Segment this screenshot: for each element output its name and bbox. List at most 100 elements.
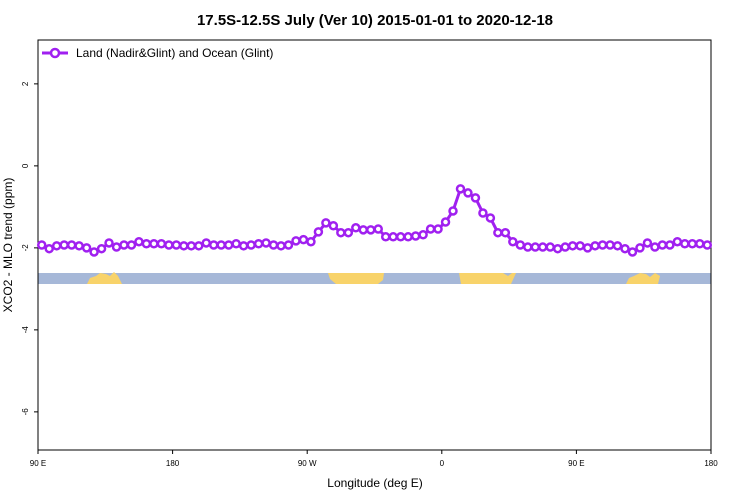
x-tick-label: 90 E [30, 459, 46, 468]
data-point [448, 206, 458, 216]
data-point [560, 242, 570, 252]
data-point [351, 223, 361, 233]
data-point [111, 242, 122, 252]
data-point [470, 193, 481, 203]
data-point [366, 225, 376, 235]
data-point [627, 247, 638, 257]
data-point [119, 240, 129, 250]
data-point [650, 242, 660, 252]
data-point [590, 241, 600, 251]
data-point [36, 240, 47, 250]
data-point [672, 236, 683, 247]
data-point [695, 239, 705, 249]
data-point [343, 227, 354, 238]
data-point [515, 240, 526, 250]
data-point [463, 188, 473, 198]
data-point [44, 243, 54, 254]
data-point [171, 240, 182, 250]
data-point [567, 241, 578, 251]
data-point [358, 225, 369, 235]
data-point [552, 243, 563, 254]
data-point [455, 184, 466, 194]
data-point [291, 236, 301, 246]
data-point [508, 236, 518, 247]
data-point [478, 208, 488, 218]
data-point [620, 243, 630, 254]
data-point [89, 247, 99, 257]
data-point [395, 232, 406, 242]
data-point [141, 239, 152, 249]
data-point [680, 239, 690, 249]
data-point [313, 227, 324, 237]
x-axis-label: Longitude (deg E) [327, 476, 422, 490]
data-point [104, 238, 114, 248]
y-tick-label: -2 [21, 244, 30, 252]
data-point [96, 243, 107, 254]
data-point [336, 227, 346, 238]
data-point [298, 234, 309, 245]
data-point [328, 220, 339, 231]
data-point [642, 238, 653, 248]
data-point [433, 224, 443, 234]
data-point [156, 239, 167, 249]
data-point [223, 240, 234, 250]
legend-marker [49, 47, 61, 59]
data-point [410, 231, 421, 241]
data-point [179, 241, 189, 251]
y-tick-label: -4 [21, 326, 30, 334]
y-tick-label: 0 [21, 163, 30, 168]
data-point [261, 238, 271, 248]
data-point [425, 224, 436, 234]
data-point [380, 232, 391, 242]
data-point [134, 236, 144, 247]
data-point [582, 243, 593, 253]
data-point [253, 239, 264, 249]
y-tick-label: 2 [21, 81, 30, 86]
legend-label: Land (Nadir&Glint) and Ocean (Glint) [76, 46, 273, 60]
data-point [545, 242, 555, 252]
data-point [500, 227, 511, 238]
data-point [306, 236, 316, 247]
data-point [403, 232, 413, 242]
data-point [66, 240, 77, 250]
data-point [418, 230, 428, 240]
data-point [81, 243, 92, 253]
x-tick-label: 180 [704, 459, 718, 468]
data-point [194, 241, 204, 251]
data-point [164, 240, 174, 250]
y-axis-label: XCO2 - MLO trend (ppm) [1, 178, 15, 313]
data-point [59, 240, 69, 250]
data-point [702, 240, 713, 250]
data-point [126, 240, 137, 250]
data-point [373, 224, 383, 234]
data-point [493, 227, 503, 238]
data-point [276, 241, 286, 251]
data-point [268, 240, 279, 250]
data-point [687, 239, 698, 249]
x-tick-label: 90 W [298, 459, 317, 468]
x-tick-label: 0 [440, 459, 445, 468]
data-point [201, 238, 211, 248]
data-point [657, 240, 668, 250]
data-point [186, 241, 197, 251]
data-point [149, 239, 159, 249]
data-point [530, 242, 541, 252]
data-point [321, 218, 331, 228]
x-tick-label: 180 [166, 459, 180, 468]
data-point [246, 240, 256, 250]
chart-title: 17.5S-12.5S July (Ver 10) 2015-01-01 to … [197, 12, 553, 29]
data-point [635, 243, 645, 253]
data-point [665, 240, 675, 250]
data-point [538, 242, 548, 252]
data-point [597, 240, 608, 250]
data-point [523, 242, 533, 252]
y-tick-label: -6 [21, 408, 30, 416]
data-point [388, 232, 398, 242]
data-point [231, 239, 241, 249]
data-point [612, 241, 623, 251]
x-tick-label: 90 E [568, 459, 584, 468]
data-point [283, 240, 294, 250]
data-point [208, 240, 219, 250]
data-point [238, 241, 249, 251]
